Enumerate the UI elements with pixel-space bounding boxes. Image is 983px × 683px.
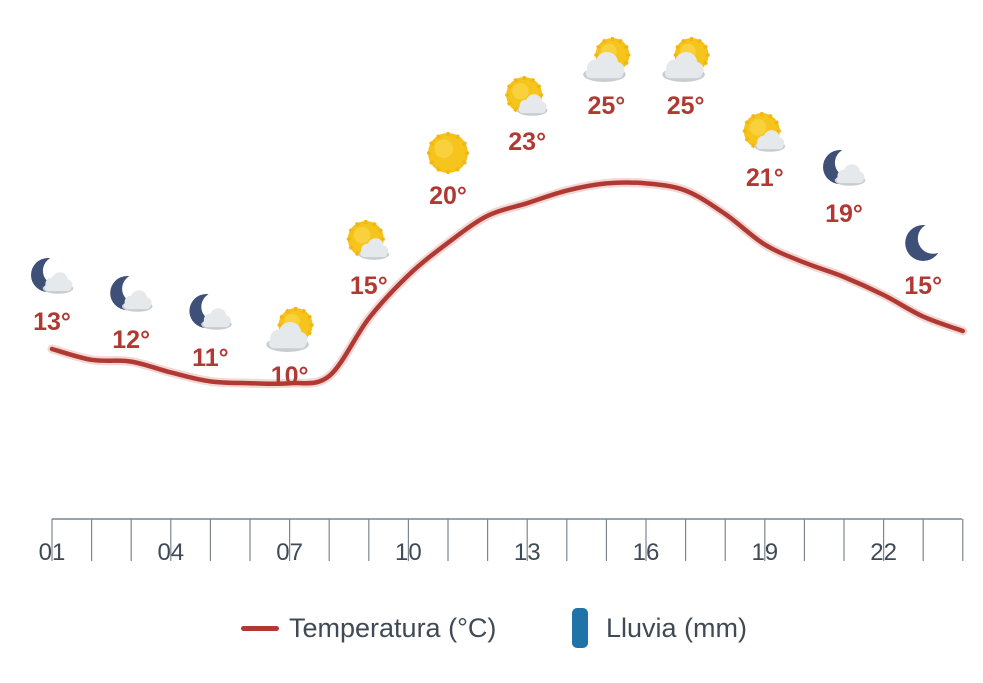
temperature-value: 19° [825, 200, 863, 228]
sun-icon [427, 132, 469, 174]
temperature-label-group: 12° [110, 276, 153, 354]
legend-bar-swatch [572, 608, 588, 648]
legend-item-rain[interactable]: Lluvia (mm) [572, 604, 747, 652]
temperature-label-group: 15° [346, 220, 390, 300]
cloudy-sun-icon [662, 37, 710, 82]
x-tick-label: 04 [157, 539, 184, 566]
temperature-value: 25° [667, 92, 705, 120]
temperature-label-group: 19° [823, 150, 866, 228]
temperature-label-group: 10° [266, 307, 314, 390]
temperature-value: 10° [271, 362, 309, 390]
temperature-label-group: 25° [583, 37, 631, 120]
temperature-label-group: 20° [427, 132, 469, 210]
moon-icon [905, 225, 942, 261]
partly-cloudy-icon [346, 220, 390, 260]
night-cloudy-icon [189, 294, 232, 330]
temperature-chart: 01 04 07 10 13 16 19 22 13° 12° 11° 10° 15° 20° 23° 25… [31, 37, 968, 566]
legend-line-swatch [241, 625, 279, 631]
temperature-label-group: 21° [742, 112, 786, 192]
x-axis: 01 04 07 10 13 16 19 22 [39, 518, 964, 566]
temperature-value: 15° [904, 272, 942, 300]
night-cloudy-icon [110, 276, 153, 312]
x-tick-label: 01 [39, 539, 66, 566]
temperature-value: 15° [350, 272, 388, 300]
x-tick-label: 16 [633, 539, 660, 566]
temperature-line [49, 180, 966, 387]
temperature-line-layer [47, 178, 968, 389]
temperature-label-group: 13° [31, 258, 74, 336]
temperature-value: 12° [112, 326, 150, 354]
night-cloudy-icon [823, 150, 866, 186]
temperature-labels: 13° 12° 11° 10° 15° 20° 23° 25° 25° 21° 19° 15° [31, 37, 942, 390]
temperature-label-group: 11° [189, 294, 232, 372]
legend-label-rain: Lluvia (mm) [606, 612, 748, 643]
night-cloudy-icon [31, 258, 74, 294]
temperature-label-group: 15° [904, 225, 942, 300]
partly-cloudy-icon [742, 112, 786, 152]
temperature-value: 21° [746, 164, 784, 192]
cloudy-sun-icon [266, 307, 314, 352]
legend: Temperatura (°C) Lluvia (mm) [0, 604, 983, 652]
x-tick-label: 19 [751, 539, 778, 566]
x-tick-label: 22 [870, 539, 897, 566]
temperature-value: 25° [587, 92, 625, 120]
temperature-value: 20° [429, 182, 467, 210]
x-tick-label: 13 [514, 539, 541, 566]
temperature-value: 11° [192, 344, 228, 372]
temperature-value: 13° [33, 308, 71, 336]
temperature-value: 23° [508, 128, 546, 156]
temperature-label-group: 25° [662, 37, 710, 120]
legend-label-temperature: Temperatura (°C) [289, 612, 497, 643]
temperature-label-group: 23° [505, 76, 548, 156]
legend-item-temperature[interactable]: Temperatura (°C) [241, 604, 496, 652]
x-tick-label: 07 [276, 539, 303, 566]
x-tick-label: 10 [395, 539, 422, 566]
cloudy-sun-icon [583, 37, 631, 82]
partly-cloudy-icon [505, 76, 548, 116]
